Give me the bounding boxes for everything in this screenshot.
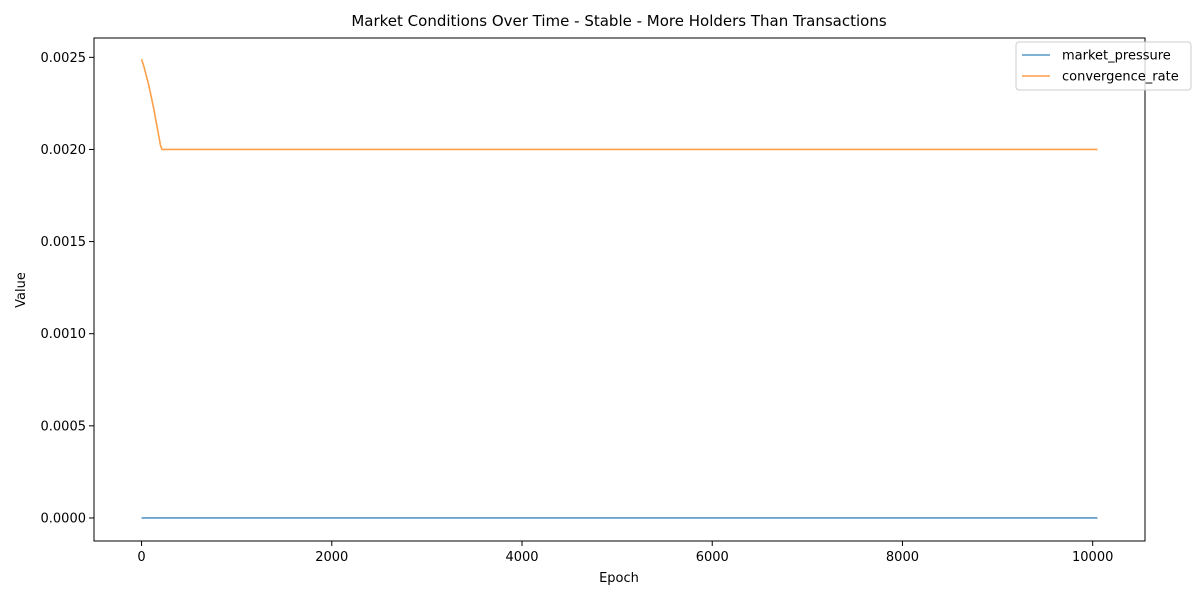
legend-box: [1015, 41, 1192, 91]
x-tick-label: 2000: [315, 550, 348, 565]
y-tick-label: 0.0015: [41, 235, 87, 250]
x-tick-label: 6000: [696, 550, 729, 565]
chart-title: Market Conditions Over Time - Stable - M…: [351, 12, 886, 30]
x-tick-label: 8000: [886, 550, 919, 565]
y-tick-label: 0.0020: [41, 143, 87, 158]
x-tick-label: 0: [137, 550, 145, 565]
legend-label: convergence_rate: [1062, 70, 1179, 85]
x-axis-label: Epoch: [599, 571, 639, 586]
y-tick-label: 0.0005: [41, 419, 87, 434]
legend-label: market_pressure: [1062, 49, 1171, 64]
y-axis: 0.0000 0.0005 0.0010 0.0015 0.0020 0.0025: [41, 51, 94, 526]
x-tick-label: 10000: [1072, 550, 1113, 565]
y-tick-label: 0.0000: [41, 511, 87, 526]
plot-frame: [93, 37, 1146, 542]
legend: market_pressure convergence_rate: [1015, 41, 1192, 91]
plot-area: [93, 37, 1146, 542]
y-axis-label: Value: [14, 272, 29, 308]
x-tick-label: 4000: [505, 550, 538, 565]
series-line-convergence-rate: [140, 58, 1098, 151]
series-group: [140, 58, 1098, 519]
y-tick-label: 0.0010: [41, 327, 87, 342]
y-tick-label: 0.0025: [41, 51, 87, 66]
x-axis: 0 2000 4000 6000 8000 10000: [137, 541, 1113, 565]
